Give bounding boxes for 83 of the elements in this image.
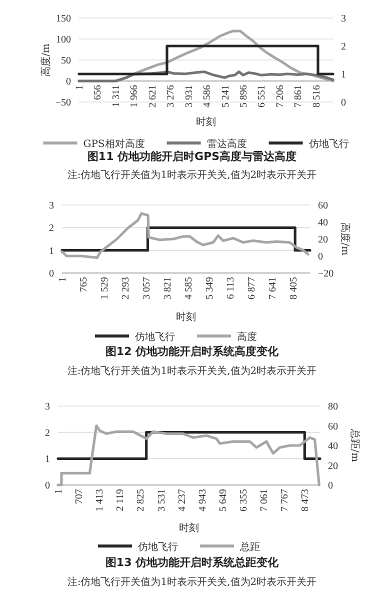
y2-tick-label: 0 xyxy=(328,480,333,492)
legend-label: 雷达高度 xyxy=(206,138,247,150)
text: 图13 仿地功能开启时系统总距变化 xyxy=(105,556,280,569)
x-tick-label: 5 896 xyxy=(238,85,250,108)
x-tick-label: 5 649 xyxy=(218,489,229,512)
x-tick-label: 1 529 xyxy=(100,277,111,300)
legend-label: GPS相对高度 xyxy=(83,138,145,150)
x-axis-title: 时刻 xyxy=(176,311,196,323)
x-tick-label: 5 241 xyxy=(220,85,232,108)
y2-tick-label: 0 xyxy=(341,98,346,108)
y-axis-title: 高度/m xyxy=(40,43,52,76)
x-axis-title: 时刻 xyxy=(179,522,199,534)
x-tick-label: 707 xyxy=(74,489,86,504)
x-tick-label: 4 943 xyxy=(197,489,208,512)
x-tick-label: 8 516 xyxy=(311,85,322,108)
x-tick-label: 2 293 xyxy=(120,277,132,300)
x-tick-label: 656 xyxy=(92,85,104,100)
text: 图12 仿地功能开启时系统高度变化 xyxy=(105,345,280,358)
y-tick-label: 1 xyxy=(45,454,50,466)
text: 注:仿地飞行开关值为1时表示开关关,值为2时表示开关开 xyxy=(67,576,317,588)
text: 注:仿地飞行开关值为1时表示开关关,值为2时表示开关开 xyxy=(67,365,317,377)
legend-label: 仿地飞行 xyxy=(308,138,349,150)
x-tick-label: 2 825 xyxy=(136,489,147,512)
x-tick-label: 5 349 xyxy=(204,277,216,300)
legend-label: 高度 xyxy=(237,331,257,343)
y2-tick-label: 40 xyxy=(318,218,328,228)
x-tick-label: 8 473 xyxy=(300,489,312,512)
y-tick-label: 150 xyxy=(56,14,71,24)
y-tick-label: −50 xyxy=(55,98,71,108)
y2-axis-title: 总距/m xyxy=(349,428,361,462)
x-tick-label: 2 621 xyxy=(147,85,158,108)
x-axis-title: 时刻 xyxy=(196,116,216,128)
y-tick-label: 2 xyxy=(45,428,50,439)
x-tick-label: 3 931 xyxy=(184,85,195,108)
x-tick-label: 6 877 xyxy=(246,277,258,300)
x-tick-label: 3 057 xyxy=(142,277,153,300)
x-tick-label: 1 966 xyxy=(129,85,140,108)
y2-tick-label: −20 xyxy=(318,268,334,280)
y-tick-label: 50 xyxy=(61,56,71,66)
y2-tick-label: 20 xyxy=(318,234,328,246)
x-tick-label: 7 206 xyxy=(274,85,286,108)
legend-label: 仿地飞行 xyxy=(137,541,178,553)
y2-tick-label: 80 xyxy=(328,402,338,412)
x-tick-label: 6 551 xyxy=(256,85,268,108)
y2-tick-label: 3 xyxy=(341,14,346,24)
y2-axis-title: 高度/m xyxy=(339,222,351,256)
x-tick-label: 6 113 xyxy=(226,277,237,300)
y-tick-label: 3 xyxy=(45,402,50,412)
x-tick-label: 4 585 xyxy=(184,277,195,300)
y-tick-label: 1 xyxy=(49,246,54,257)
x-tick-label: 3 276 xyxy=(166,85,177,108)
y2-tick-label: 1 xyxy=(341,70,346,80)
y-tick-label: 2 xyxy=(49,223,54,234)
legend-label: 仿地飞行 xyxy=(134,331,175,343)
x-tick-label: 2 119 xyxy=(115,489,126,512)
y2-tick-label: 20 xyxy=(328,460,338,472)
x-tick-label: 7 061 xyxy=(259,489,270,512)
x-tick-label: 1 xyxy=(74,85,86,90)
x-tick-label: 765 xyxy=(78,277,90,292)
x-tick-label: 8 405 xyxy=(288,277,300,300)
y-tick-label: 0 xyxy=(66,76,71,88)
x-tick-label: 7 641 xyxy=(268,277,279,300)
y-tick-label: 3 xyxy=(49,200,54,212)
x-tick-label: 1 413 xyxy=(94,489,106,512)
y2-tick-label: 0 xyxy=(318,252,323,262)
y2-tick-label: 2 xyxy=(341,42,346,52)
y2-tick-label: 60 xyxy=(328,421,338,432)
x-tick-label: 7 767 xyxy=(280,489,291,512)
x-tick-label: 4 237 xyxy=(176,489,188,512)
legend-label: 总距 xyxy=(239,541,260,553)
y2-tick-label: 60 xyxy=(318,200,328,212)
x-tick-label: 3 821 xyxy=(162,277,174,300)
x-tick-label: 1 311 xyxy=(110,85,122,108)
y2-tick-label: 40 xyxy=(328,441,338,452)
y-tick-label: 100 xyxy=(56,34,71,46)
y-tick-label: 0 xyxy=(45,480,50,492)
x-tick-label: 7 861 xyxy=(293,85,304,108)
x-tick-label: 4 586 xyxy=(202,85,214,108)
text: 图11 仿地功能开启时GPS高度与雷达高度 xyxy=(87,150,297,163)
x-tick-label: 3 531 xyxy=(156,489,168,512)
text: 注:仿地飞行开关值为1时表示开关关,值为2时表示开关开 xyxy=(67,169,317,181)
y-tick-label: 0 xyxy=(49,268,54,280)
x-tick-label: 6 355 xyxy=(238,489,250,512)
